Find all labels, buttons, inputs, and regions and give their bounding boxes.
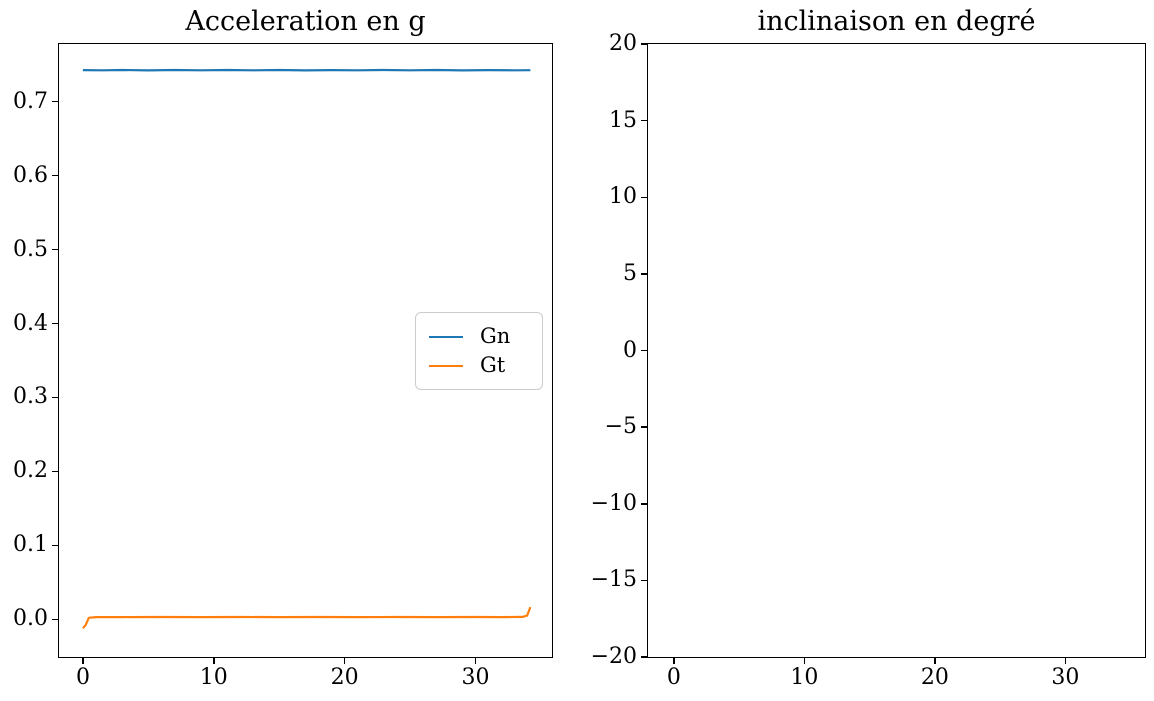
y-tick-mark [641, 426, 648, 428]
legend-line-sample-gt [429, 364, 463, 367]
x-tick-label: 10 [199, 665, 228, 690]
y-tick-mark [641, 196, 648, 198]
y-tick-label: 10 [609, 184, 637, 210]
legend-label-gn: Gn [480, 324, 511, 348]
x-tick-label: 30 [461, 665, 490, 690]
x-tick-label: 0 [666, 665, 681, 690]
y-tick-label: 0.1 [13, 532, 48, 558]
y-tick-mark [641, 656, 648, 658]
y-tick-label: 15 [609, 107, 637, 133]
y-tick-mark [641, 119, 648, 122]
plot-title-inclinaison: inclinaison en degré [757, 5, 1036, 37]
y-tick-mark [641, 503, 648, 505]
y-tick-mark [641, 579, 648, 582]
legend-entry-gt: Gt [429, 355, 529, 376]
y-tick-label: 0 [623, 337, 637, 363]
y-tick-label: −15 [590, 567, 637, 593]
y-tick-mark [52, 618, 59, 621]
series-lines [82, 68, 532, 629]
y-tick-mark [52, 470, 59, 473]
x-tick-mark [474, 657, 477, 664]
y-tick-label: −5 [604, 414, 637, 440]
y-tick-label: 0.5 [13, 236, 48, 262]
legend-entry-gn: Gn [429, 326, 529, 347]
x-tick-mark [673, 657, 675, 664]
x-tick-mark [343, 657, 346, 664]
y-tick-mark [52, 174, 59, 177]
x-tick-mark [1064, 657, 1067, 664]
y-tick-label: 5 [623, 260, 637, 286]
y-tick-mark [641, 43, 648, 45]
x-tick-mark [934, 657, 936, 664]
y-tick-label: 0.3 [13, 384, 48, 410]
y-tick-label: 0.4 [13, 310, 48, 336]
legend-line-sample-gn [429, 335, 463, 338]
x-tick-label: 30 [1051, 665, 1080, 690]
legend: Gn Gt [415, 312, 543, 390]
y-tick-label: 0.2 [13, 458, 48, 484]
y-tick-mark [641, 273, 648, 275]
subplot-inclinaison: inclinaison en degré 0 10 20 30 −20 −15 −10 −5 0… [591, 6, 1146, 690]
y-tick-mark [641, 349, 648, 352]
x-tick-mark [82, 657, 84, 664]
series-line-gt [82, 606, 532, 629]
y-tick-mark [52, 100, 59, 103]
y-tick-label: 0.0 [13, 606, 48, 632]
plot-title-acceleration: Acceleration en g [185, 5, 426, 37]
y-tick-mark [52, 248, 59, 251]
x-tick-label: 0 [75, 665, 90, 690]
subplot-acceleration: Acceleration en g 0 10 20 30 0.0 0.1 0.2 0.3 0.4… [13, 6, 553, 690]
y-tick-mark [52, 544, 59, 547]
x-tick-mark [213, 657, 215, 664]
x-tick-label: 20 [330, 665, 359, 690]
x-tick-label: 10 [790, 665, 819, 690]
y-tick-label: 0.6 [13, 162, 48, 188]
y-tick-mark [52, 322, 59, 325]
y-tick-label: 0.7 [13, 88, 48, 114]
y-tick-mark [52, 396, 59, 399]
y-tick-label: −10 [590, 490, 637, 516]
y-tick-label: −20 [590, 643, 637, 669]
legend-label-gt: Gt [480, 353, 506, 377]
y-tick-label: 20 [609, 30, 637, 56]
x-tick-label: 20 [920, 665, 949, 690]
x-tick-mark [803, 657, 806, 664]
